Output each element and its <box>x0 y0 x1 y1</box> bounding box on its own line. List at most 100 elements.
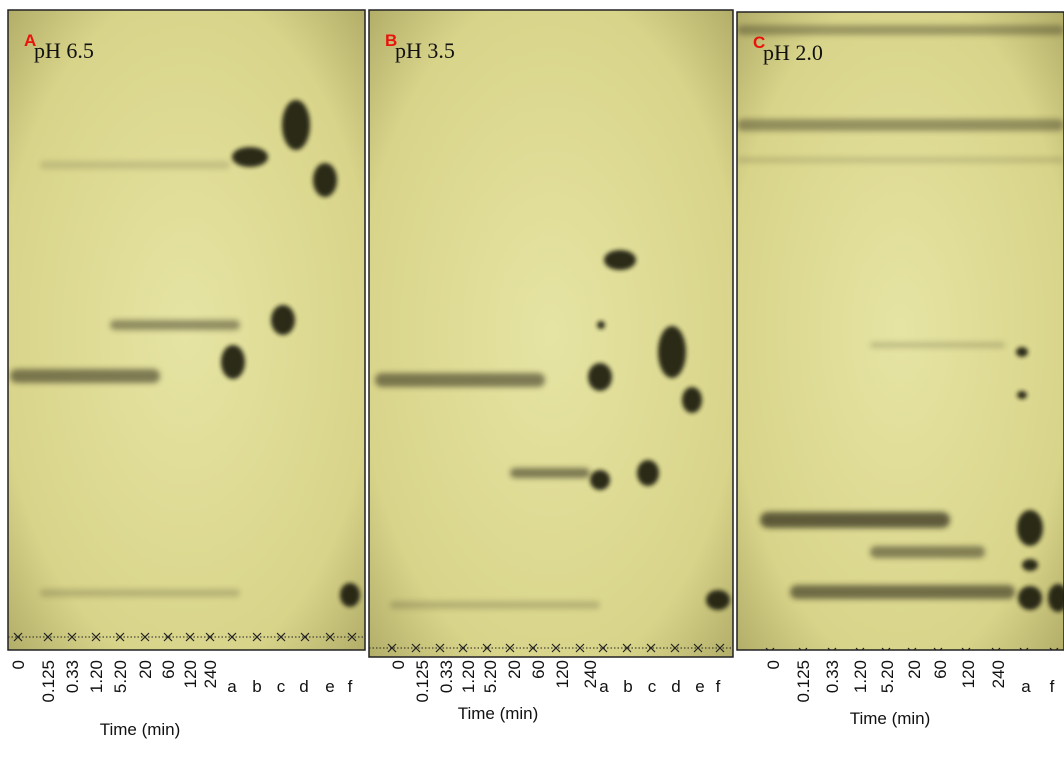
panel-letter: A <box>24 31 36 50</box>
origin-mark <box>933 647 943 650</box>
spot <box>1022 559 1038 571</box>
lane-letter: f <box>716 677 721 696</box>
spot <box>221 345 245 379</box>
band-streak <box>737 119 1064 131</box>
band-streak <box>737 157 1064 163</box>
spot <box>604 250 636 270</box>
origin-mark <box>91 632 101 642</box>
plate-contents <box>737 25 1064 650</box>
time-label: 60 <box>931 660 950 679</box>
origin-mark <box>205 632 215 642</box>
origin-mark <box>646 643 656 653</box>
origin-mark <box>325 632 335 642</box>
spot <box>590 470 610 490</box>
origin-mark <box>715 643 725 653</box>
spot <box>1017 510 1043 546</box>
origin-mark <box>67 632 77 642</box>
spot <box>588 363 612 391</box>
band-streak <box>10 369 160 383</box>
origin-mark <box>411 643 421 653</box>
band-streak <box>390 601 600 609</box>
origin-mark <box>252 632 262 642</box>
origin-mark <box>551 643 561 653</box>
band-streak <box>510 468 590 478</box>
lane-letter: f <box>1050 677 1055 696</box>
origin-mark <box>347 632 357 642</box>
band-streak <box>40 589 240 597</box>
tlc-panel: BpH 3.5 0 0.125 0.33 1.20 5.20 20 60 120 240 a b c d e… <box>368 9 734 723</box>
time-label: 0 <box>389 660 408 669</box>
lane-letter: a <box>1021 677 1031 696</box>
time-label: 60 <box>159 660 178 679</box>
time-label: 0 <box>9 660 28 669</box>
origin-mark <box>458 643 468 653</box>
origin-mark <box>798 647 808 650</box>
origin-mark <box>387 643 397 653</box>
spot <box>1018 586 1042 610</box>
time-label: 0.125 <box>39 660 58 703</box>
lane-letter: d <box>299 677 308 696</box>
origin-mark <box>907 647 917 650</box>
lane-letter: f <box>348 677 353 696</box>
axis-title: Time (min) <box>100 720 181 739</box>
spot <box>658 326 686 378</box>
tlc-panel: CpH 2.0 0 0.125 0.33 1.20 5.20 20 60 120 240 a f Tim… <box>736 11 1064 728</box>
lane-letter: d <box>671 677 680 696</box>
origin-mark <box>827 647 837 650</box>
band-streak <box>375 373 545 387</box>
band-streak <box>760 512 950 528</box>
time-label: 20 <box>505 660 524 679</box>
spot <box>1016 347 1028 357</box>
time-label: 5.20 <box>111 660 130 693</box>
lane-letter: b <box>252 677 261 696</box>
plate-contents <box>8 100 365 642</box>
spot <box>340 583 360 607</box>
origin-mark <box>575 643 585 653</box>
panel-letter: B <box>385 31 397 50</box>
spot <box>706 590 730 610</box>
lane-letter: c <box>277 677 286 696</box>
origin-mark <box>991 647 1001 650</box>
time-label: 1.20 <box>851 660 870 693</box>
lane-letter: a <box>227 677 237 696</box>
panel-condition: pH 2.0 <box>763 40 823 65</box>
origin-mark <box>528 643 538 653</box>
origin-mark <box>115 632 125 642</box>
tlc-panel: ApH 6.5 0 0.125 0.33 1.20 5.20 20 60 120 240 a b c d e… <box>7 9 366 739</box>
time-label: 5.20 <box>481 660 500 693</box>
time-label: 20 <box>136 660 155 679</box>
origin-mark <box>881 647 891 650</box>
spot <box>282 100 310 150</box>
origin-mark <box>13 632 23 642</box>
time-label: 240 <box>201 660 220 688</box>
spot <box>682 387 702 413</box>
time-label: 60 <box>529 660 548 679</box>
tlc-plate <box>736 11 1064 651</box>
time-label: 120 <box>959 660 978 688</box>
spot <box>1017 391 1027 399</box>
time-label: 20 <box>905 660 924 679</box>
plate-contents <box>369 250 733 653</box>
time-label: 5.20 <box>878 660 897 693</box>
origin-mark <box>1049 647 1059 650</box>
panel-condition: pH 3.5 <box>395 38 455 63</box>
origin-mark <box>670 643 680 653</box>
spot <box>1048 584 1064 612</box>
axis-title: Time (min) <box>458 704 539 723</box>
time-label: 0.33 <box>437 660 456 693</box>
origin-mark <box>163 632 173 642</box>
spot <box>597 321 605 329</box>
band-streak <box>870 546 985 558</box>
origin-mark <box>185 632 195 642</box>
origin-mark <box>961 647 971 650</box>
band-streak <box>737 25 1064 35</box>
origin-mark <box>482 643 492 653</box>
time-label: 1.20 <box>459 660 478 693</box>
time-label: 240 <box>581 660 600 688</box>
origin-mark <box>1019 647 1029 650</box>
time-label: 0.33 <box>63 660 82 693</box>
time-label: 120 <box>181 660 200 688</box>
band-streak <box>790 585 1015 599</box>
origin-mark <box>765 647 775 650</box>
